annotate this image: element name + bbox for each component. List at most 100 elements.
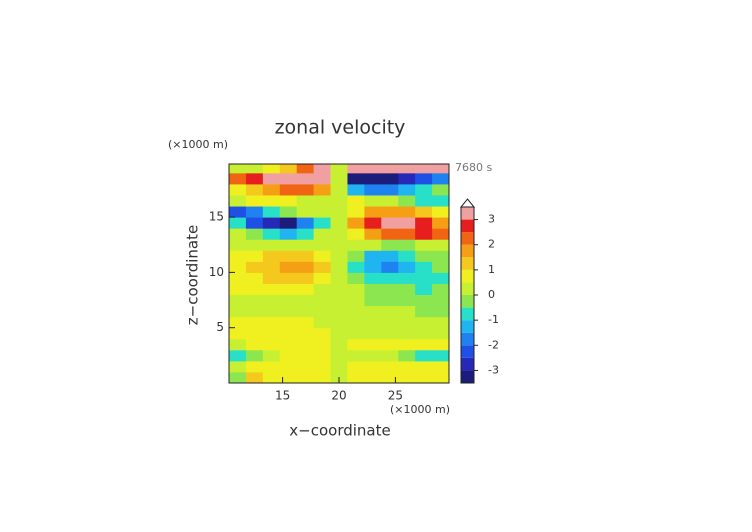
cell (381, 250, 399, 262)
cell (229, 294, 247, 307)
cell (245, 360, 264, 373)
cell (262, 316, 281, 329)
cell (347, 283, 365, 296)
cell (415, 360, 433, 373)
colorbar-segment (461, 320, 474, 333)
cell (347, 272, 365, 284)
cell (432, 183, 449, 196)
cell (415, 327, 433, 340)
cell (364, 338, 382, 351)
cell (245, 371, 264, 383)
cell (313, 183, 332, 196)
cell (229, 261, 247, 273)
cell (279, 183, 298, 196)
cell (381, 305, 399, 318)
heatmap (229, 164, 449, 383)
cell (245, 349, 264, 362)
cell (245, 183, 264, 196)
cell (245, 250, 264, 262)
cell (415, 172, 433, 185)
cell (245, 327, 264, 340)
cell (381, 294, 399, 307)
cell (364, 183, 382, 196)
colorbar-segment (461, 332, 474, 346)
cell (313, 316, 332, 329)
cell (279, 327, 298, 340)
cell (432, 272, 449, 284)
cell (229, 239, 247, 251)
cell (364, 360, 382, 373)
cell (279, 250, 298, 262)
cell (229, 316, 247, 329)
cell (279, 228, 298, 240)
cell (398, 272, 416, 284)
cell (296, 250, 315, 262)
cell (313, 250, 332, 262)
cell (381, 316, 399, 329)
cell (398, 338, 416, 351)
cell (330, 294, 348, 307)
cell (313, 338, 332, 351)
cell (262, 371, 281, 383)
cell (245, 338, 264, 351)
cell (347, 206, 365, 218)
cell (415, 349, 433, 362)
cell (229, 250, 247, 262)
cell (381, 283, 399, 296)
cell (262, 183, 281, 196)
cell (364, 164, 382, 174)
cell (313, 327, 332, 340)
cell (347, 360, 365, 373)
cell (313, 164, 332, 174)
cell (262, 172, 281, 185)
cell (432, 261, 449, 273)
cell (262, 250, 281, 262)
cell (381, 239, 399, 251)
cell (330, 206, 348, 218)
cell (313, 239, 332, 251)
cell (296, 172, 315, 185)
cell (381, 183, 399, 196)
cell (313, 349, 332, 362)
cell (279, 206, 298, 218)
cell (398, 371, 416, 383)
cell (364, 371, 382, 383)
cell (229, 164, 247, 174)
cell (415, 206, 433, 218)
cell (262, 349, 281, 362)
cell (313, 294, 332, 307)
cell (432, 250, 449, 262)
cell (347, 305, 365, 318)
cell (262, 164, 281, 174)
cell (347, 183, 365, 196)
cell (296, 305, 315, 318)
cell (296, 272, 315, 284)
cell (296, 371, 315, 383)
cell (347, 327, 365, 340)
cell (245, 206, 264, 218)
cell (398, 305, 416, 318)
cell (398, 327, 416, 340)
cell (262, 261, 281, 273)
cell (347, 338, 365, 351)
y-tick-label: 10 (209, 265, 224, 279)
cell (415, 194, 433, 207)
cell (330, 172, 348, 185)
cell (330, 228, 348, 240)
colorbar-segment (461, 219, 474, 233)
cell (415, 305, 433, 318)
cell (398, 349, 416, 362)
cell (330, 250, 348, 262)
cell (313, 360, 332, 373)
cell (296, 283, 315, 296)
cell (381, 172, 399, 185)
cell (398, 194, 416, 207)
cell (330, 305, 348, 318)
cell (415, 183, 433, 196)
cell (432, 164, 449, 174)
cell (432, 360, 449, 373)
cell (381, 338, 399, 351)
cell (279, 194, 298, 207)
cell (262, 305, 281, 318)
colorbar-segment (461, 257, 474, 270)
